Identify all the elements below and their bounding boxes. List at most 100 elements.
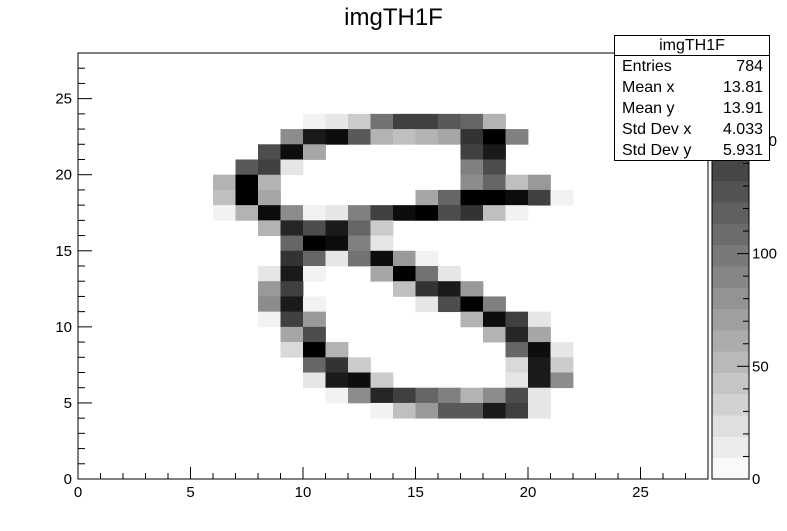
heatmap-cell xyxy=(258,281,281,297)
heatmap-cell xyxy=(415,129,439,145)
heatmap-cell xyxy=(528,402,551,419)
palette-band xyxy=(712,287,749,309)
heatmap-cell xyxy=(415,189,439,206)
heatmap-cell xyxy=(258,159,281,176)
heatmap-cell xyxy=(460,205,484,221)
heatmap-cell xyxy=(528,311,551,328)
heatmap-cell xyxy=(258,266,281,282)
palette-band xyxy=(712,202,749,224)
heatmap-cell xyxy=(528,357,551,373)
heatmap-cell xyxy=(505,189,529,206)
heatmap-cell xyxy=(303,129,326,145)
stats-value: 4.033 xyxy=(722,121,763,138)
heatmap-cell xyxy=(325,205,349,221)
chart-title: imgTH1F xyxy=(344,4,443,31)
heatmap-cell xyxy=(258,205,281,221)
stats-row-stddev-y: Std Dev y 5.931 xyxy=(615,140,769,161)
heatmap-cell xyxy=(258,296,281,313)
heatmap-cell xyxy=(325,357,349,373)
heatmap-cell xyxy=(460,144,484,160)
palette-band xyxy=(712,266,749,288)
stats-row-entries: Entries 784 xyxy=(615,56,769,77)
y-tick-label: 10 xyxy=(55,319,72,336)
palette-band xyxy=(712,308,749,331)
heatmap-cell xyxy=(303,205,326,221)
heatmap-cells xyxy=(213,113,574,419)
heatmap-cell xyxy=(505,357,529,373)
heatmap-cell xyxy=(528,326,551,343)
heatmap-cell xyxy=(505,342,529,358)
stats-key: Std Dev x xyxy=(622,121,692,138)
stats-box: imgTH1F Entries 784 Mean x 13.81 Mean y … xyxy=(614,35,770,161)
heatmap-cell xyxy=(303,296,326,313)
stats-value: 784 xyxy=(736,58,763,75)
z-tick-label: 50 xyxy=(752,358,769,375)
heatmap-cell xyxy=(550,342,574,358)
palette-band xyxy=(712,372,749,395)
heatmap-cell xyxy=(393,129,416,145)
heatmap-cell xyxy=(370,387,394,404)
heatmap-cell xyxy=(370,220,394,236)
heatmap-cell xyxy=(258,220,281,236)
heatmap-cell xyxy=(415,281,439,297)
heatmap-cell xyxy=(460,189,484,206)
heatmap-cell xyxy=(370,129,394,145)
heatmap-cell xyxy=(483,402,506,419)
x-tick-label: 0 xyxy=(74,484,82,501)
stats-row-mean-y: Mean y 13.91 xyxy=(615,98,769,119)
x-axis: 0 5 10 15 20 25 xyxy=(74,467,709,501)
palette-band xyxy=(712,223,749,246)
heatmap-cell xyxy=(483,129,506,145)
heatmap-cell xyxy=(370,372,394,389)
heatmap-cell xyxy=(393,281,416,297)
heatmap-cell xyxy=(483,189,506,206)
heatmap-cell xyxy=(460,159,484,176)
heatmap-cell xyxy=(303,235,326,252)
palette-band xyxy=(712,159,749,182)
heatmap-cell xyxy=(393,250,416,267)
heatmap-cell xyxy=(550,357,574,373)
heatmap-cell xyxy=(528,387,551,404)
palette-band xyxy=(712,436,749,459)
heatmap-cell xyxy=(370,402,394,419)
y-tick-label: 20 xyxy=(55,167,72,184)
heatmap-cell xyxy=(303,266,326,282)
y-tick-label: 0 xyxy=(64,471,72,488)
heatmap-cell xyxy=(415,250,439,267)
heatmap-cell xyxy=(393,387,416,404)
y-tick-label: 5 xyxy=(64,395,72,412)
heatmap-cell xyxy=(438,205,461,221)
heatmap-cell xyxy=(348,129,371,145)
heatmap-cell xyxy=(348,220,371,236)
heatmap-cell xyxy=(303,326,326,343)
heatmap-cell xyxy=(213,174,236,191)
heatmap-cell xyxy=(528,189,551,206)
stats-row-mean-x: Mean x 13.81 xyxy=(615,77,769,98)
heatmap-cell xyxy=(280,311,304,328)
heatmap-cell xyxy=(348,235,371,252)
heatmap-cell xyxy=(280,235,304,252)
heatmap-cell xyxy=(280,129,304,145)
palette-band xyxy=(712,351,749,373)
heatmap-cell xyxy=(280,205,304,221)
heatmap-cell xyxy=(505,402,529,419)
heatmap-cell xyxy=(550,372,574,389)
heatmap-cell xyxy=(258,311,281,328)
heatmap-cell xyxy=(505,205,529,221)
heatmap-cell xyxy=(235,159,259,176)
heatmap-cell xyxy=(483,113,506,130)
heatmap-cell xyxy=(505,129,529,145)
heatmap-cell xyxy=(505,326,529,343)
stats-box-title: imgTH1F xyxy=(615,36,769,56)
heatmap-cell xyxy=(258,189,281,206)
heatmap-cell xyxy=(370,235,394,252)
heatmap-cell xyxy=(280,296,304,313)
heatmap-cell xyxy=(280,159,304,176)
heatmap-cell xyxy=(438,281,461,297)
heatmap-cell xyxy=(325,113,349,130)
palette-band xyxy=(712,457,749,480)
heatmap-cell xyxy=(460,402,484,419)
heatmap-cell xyxy=(303,342,326,358)
heatmap-cell xyxy=(370,205,394,221)
heatmap-cell xyxy=(483,326,506,343)
